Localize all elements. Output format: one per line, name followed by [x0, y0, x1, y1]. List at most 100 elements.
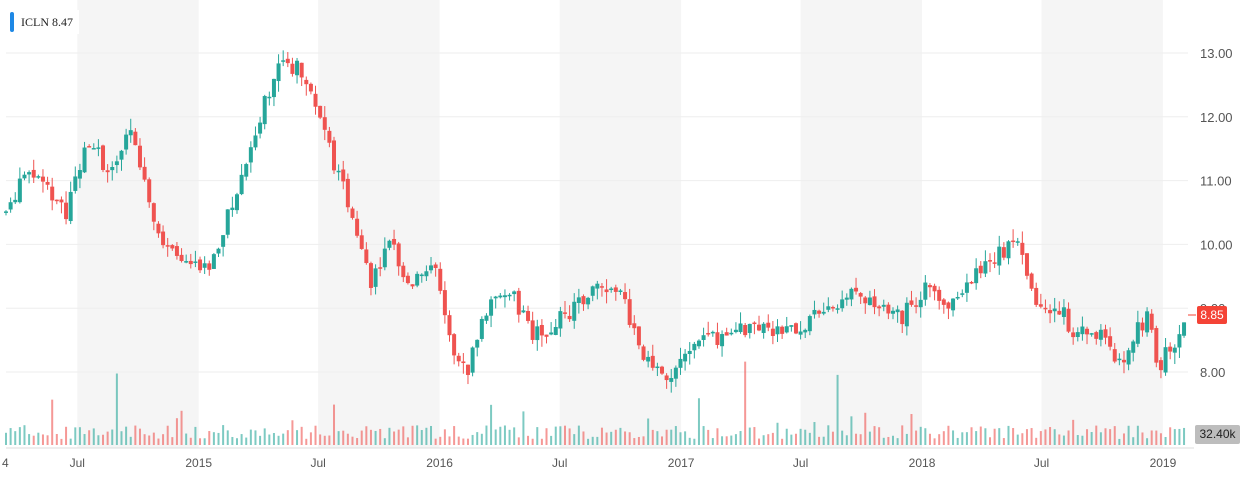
volume-bar: [979, 426, 982, 445]
volume-bar: [443, 429, 446, 445]
volume-bar: [425, 427, 428, 445]
volume-bar: [74, 427, 77, 445]
candle-body: [110, 167, 115, 171]
candle-body: [124, 134, 129, 150]
volume-bar: [180, 410, 183, 445]
candle-body: [872, 296, 877, 308]
volume-bar: [1044, 429, 1047, 445]
candle-body: [77, 170, 82, 179]
volume-bar: [166, 425, 169, 445]
volume-bar: [984, 428, 987, 445]
candle-body: [567, 315, 572, 320]
candle-body: [835, 308, 840, 310]
volume-bar: [1030, 428, 1033, 445]
candle-body: [964, 282, 969, 293]
candle-body: [1043, 307, 1048, 310]
x-tick-label: Jul: [552, 456, 567, 470]
candle-body: [165, 245, 170, 247]
candle-body: [308, 83, 313, 92]
volume-bar: [1164, 436, 1167, 445]
candle-body: [142, 166, 147, 180]
candle-body: [937, 289, 942, 301]
volume-bar: [411, 425, 414, 445]
candle-body: [1154, 328, 1159, 363]
volume-bar: [868, 431, 871, 445]
candle-body: [858, 293, 863, 297]
volume-bar: [249, 429, 252, 445]
volume-bar: [942, 431, 945, 445]
volume-bar: [194, 426, 197, 445]
candle-body: [1085, 328, 1090, 335]
candle-body: [955, 296, 960, 299]
volume-bar: [1173, 429, 1176, 445]
candle-body: [604, 289, 609, 293]
candle-body: [946, 302, 951, 309]
volume-bar: [272, 432, 275, 445]
candle-body: [549, 332, 554, 335]
volume-bar: [1002, 438, 1005, 445]
volume-bar: [88, 430, 91, 445]
period-band: [77, 0, 199, 448]
volume-bar: [217, 432, 220, 445]
volume-bar: [41, 434, 44, 445]
volume-bar: [499, 426, 502, 445]
candle-body: [1112, 349, 1117, 362]
volume-bar: [78, 427, 81, 445]
x-tick-label: 2016: [426, 456, 453, 470]
candle-body: [198, 259, 203, 271]
candle-body: [493, 296, 498, 299]
volume-bar: [970, 427, 973, 445]
candle-body: [1177, 334, 1182, 348]
candle-body: [1149, 313, 1154, 330]
candle-body: [669, 378, 674, 382]
candle-body: [244, 164, 249, 177]
candle-body: [424, 271, 429, 277]
candle-body: [927, 285, 932, 288]
candle-body: [442, 290, 447, 316]
candle-body: [359, 235, 364, 249]
candle-body: [332, 140, 337, 171]
volume-bar: [600, 427, 603, 445]
volume-bar: [785, 428, 788, 445]
volume-bar: [924, 428, 927, 445]
candle-body: [87, 146, 92, 148]
volume-bar: [102, 434, 105, 445]
ticker-legend[interactable]: ICLN 8.47: [10, 10, 79, 34]
candle-body: [701, 335, 706, 340]
volume-bar: [245, 437, 248, 445]
volume-bar: [670, 429, 673, 445]
y-tick-label: 10.00: [1200, 237, 1233, 252]
candle-body: [710, 331, 715, 334]
volume-bar: [1109, 429, 1112, 445]
candle-body: [627, 299, 632, 325]
volume-bar: [799, 428, 802, 445]
candle-body: [1121, 359, 1126, 363]
volume-bar: [711, 438, 714, 445]
candle-body: [789, 325, 794, 327]
candle-body: [22, 174, 27, 179]
volume-bar: [748, 427, 751, 445]
candle-body: [646, 356, 651, 362]
volume-bar: [162, 434, 165, 445]
candle-body: [465, 364, 470, 375]
candle-body: [156, 223, 161, 234]
y-tick-label: 13.00: [1200, 46, 1233, 61]
candle-body: [31, 169, 36, 178]
candle-body: [706, 332, 711, 335]
candle-body: [91, 148, 96, 150]
volume-bar: [1113, 426, 1116, 445]
candle-body: [1052, 308, 1057, 312]
x-tick-label: 2019: [1150, 456, 1177, 470]
candle-body: [345, 178, 350, 208]
period-band: [1041, 0, 1163, 448]
candle-body: [1094, 332, 1099, 339]
candle-body: [890, 310, 895, 314]
volume-bar: [1095, 425, 1098, 445]
candle-body: [784, 326, 789, 333]
volume-bar: [319, 434, 322, 445]
volume-bar: [212, 432, 215, 445]
candle-body: [724, 332, 729, 336]
candle-body: [951, 298, 956, 311]
